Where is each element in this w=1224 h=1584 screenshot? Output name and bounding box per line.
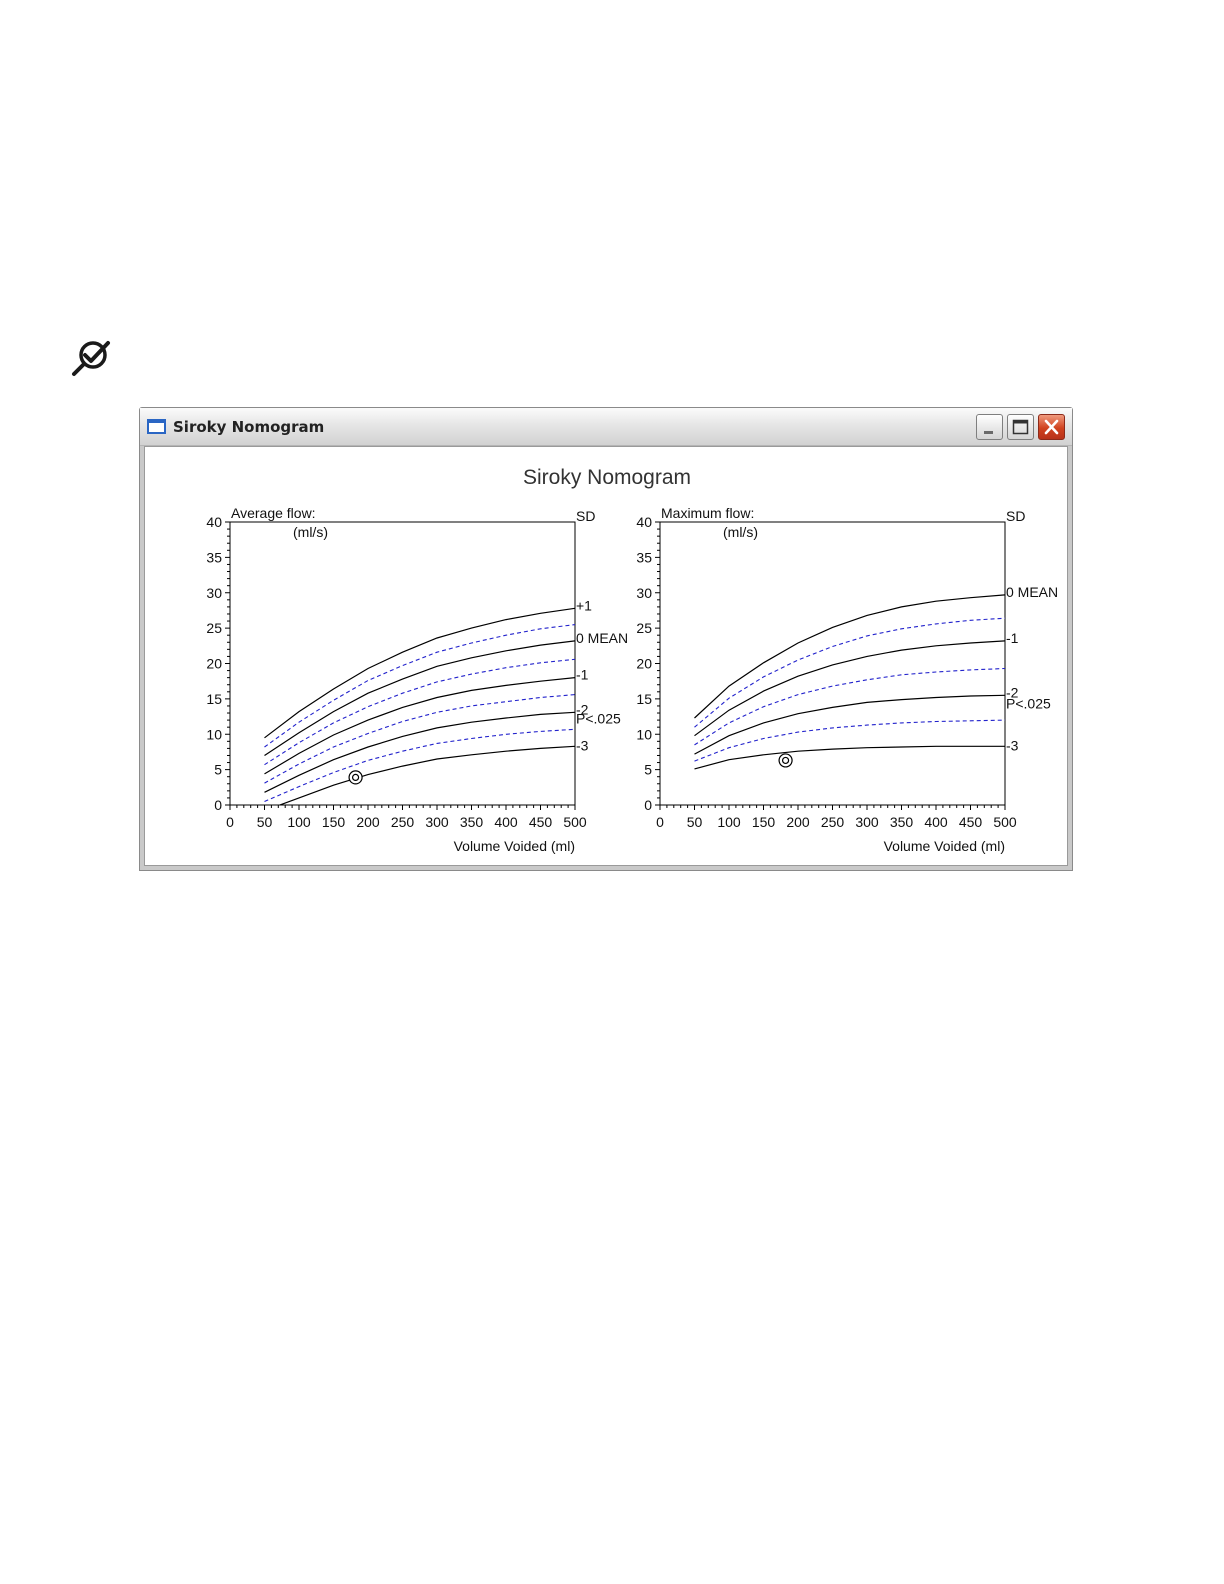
y-tick-label: 5 bbox=[214, 762, 222, 778]
title-bar[interactable]: Siroky Nomogram bbox=[140, 408, 1072, 446]
x-axis-label: Volume Voided (ml) bbox=[454, 838, 575, 854]
sd-extra-label: P<.025 bbox=[1006, 696, 1051, 712]
x-tick-label: 50 bbox=[257, 814, 273, 830]
sd-header-label: SD bbox=[1006, 508, 1025, 524]
dashed-sd-curve bbox=[264, 694, 575, 784]
y-tick-label: 0 bbox=[214, 797, 222, 813]
close-icon bbox=[1044, 419, 1059, 435]
sd-extra-label: -3 bbox=[576, 737, 589, 753]
plot-frame bbox=[229, 521, 576, 806]
x-tick-label: 500 bbox=[563, 814, 587, 830]
x-tick-label: 100 bbox=[717, 814, 741, 830]
x-tick-label: 50 bbox=[687, 814, 703, 830]
x-tick-label: 350 bbox=[890, 814, 914, 830]
x-tick-label: 450 bbox=[959, 814, 983, 830]
maximize-button[interactable] bbox=[1007, 414, 1034, 440]
x-tick-label: 350 bbox=[460, 814, 484, 830]
x-tick-label: 200 bbox=[786, 814, 810, 830]
minimize-button[interactable] bbox=[976, 414, 1003, 440]
x-tick-label: 0 bbox=[226, 814, 234, 830]
sd-curve-label: -1 bbox=[1006, 630, 1019, 646]
y-tick-label: 15 bbox=[636, 691, 652, 707]
y-tick-label: 5 bbox=[644, 762, 652, 778]
x-tick-label: 150 bbox=[322, 814, 346, 830]
sd-curve-label: 0 MEAN bbox=[1006, 584, 1058, 600]
sd-curve-label: +1 bbox=[576, 597, 592, 613]
solid-sd-curve bbox=[264, 677, 575, 775]
patient-marker-outer bbox=[348, 770, 363, 785]
x-tick-label: 400 bbox=[924, 814, 948, 830]
plot-frame bbox=[659, 521, 1006, 806]
x-tick-label: 200 bbox=[356, 814, 380, 830]
solid-sd-curve bbox=[264, 711, 575, 793]
patient-marker-inner bbox=[351, 773, 360, 782]
window-title: Siroky Nomogram bbox=[173, 418, 325, 436]
y-tick-label: 40 bbox=[206, 514, 222, 530]
solid-sd-curve bbox=[278, 745, 575, 805]
y-tick-label: 0 bbox=[644, 797, 652, 813]
close-button[interactable] bbox=[1038, 414, 1065, 440]
y-tick-label: 40 bbox=[636, 514, 652, 530]
solid-sd-curve bbox=[694, 594, 1005, 719]
minimize-icon bbox=[984, 431, 993, 434]
x-tick-label: 150 bbox=[752, 814, 776, 830]
check-magnifier-icon bbox=[70, 338, 114, 378]
dashed-sd-curve bbox=[694, 667, 1005, 746]
y-tick-label: 20 bbox=[206, 656, 222, 672]
y-tick-label: 25 bbox=[206, 620, 222, 636]
x-tick-label: 450 bbox=[529, 814, 553, 830]
dashed-sd-curve bbox=[694, 719, 1005, 762]
x-tick-label: 500 bbox=[993, 814, 1017, 830]
x-tick-label: 0 bbox=[656, 814, 664, 830]
x-axis-label: Volume Voided (ml) bbox=[884, 838, 1005, 854]
x-tick-label: 400 bbox=[494, 814, 518, 830]
y-tick-label: 35 bbox=[206, 549, 222, 565]
sd-extra-label: -3 bbox=[1006, 737, 1019, 753]
chart-title: Average flow: bbox=[231, 505, 316, 521]
sd-curve-label: 0 MEAN bbox=[576, 630, 628, 646]
y-tick-label: 35 bbox=[636, 549, 652, 565]
y-tick-label: 25 bbox=[636, 620, 652, 636]
y-tick-label: 10 bbox=[206, 726, 222, 742]
maximize-icon bbox=[1012, 419, 1029, 435]
y-tick-label: 20 bbox=[636, 656, 652, 672]
window-app-icon bbox=[147, 419, 166, 434]
chart-area: Siroky Nomogram 0 5 10 15 20 25 30 35 40 0 50 100 15… bbox=[144, 446, 1068, 866]
x-tick-label: 100 bbox=[287, 814, 311, 830]
y-axis-label: (ml/s) bbox=[723, 524, 758, 540]
dashed-sd-curve bbox=[264, 728, 575, 803]
chart-main-title: Siroky Nomogram bbox=[522, 466, 692, 489]
patient-marker-outer bbox=[778, 753, 793, 768]
y-axis-label: (ml/s) bbox=[293, 524, 328, 540]
y-tick-label: 15 bbox=[206, 691, 222, 707]
solid-sd-curve bbox=[694, 640, 1005, 737]
dashed-sd-curve bbox=[264, 658, 575, 766]
dashed-sd-curve bbox=[264, 624, 575, 748]
solid-sd-curve bbox=[264, 640, 575, 757]
solid-sd-curve bbox=[694, 745, 1005, 770]
x-tick-label: 300 bbox=[855, 814, 879, 830]
siroky-nomogram-window: Siroky Nomogram Siroky Nomogram 0 5 10 15 20… bbox=[139, 407, 1073, 871]
x-tick-label: 250 bbox=[391, 814, 415, 830]
y-tick-label: 30 bbox=[636, 585, 652, 601]
sd-header-label: SD bbox=[576, 508, 595, 524]
sd-curve-label: -2 bbox=[1006, 684, 1019, 700]
x-tick-label: 250 bbox=[821, 814, 845, 830]
sd-extra-label: P<.025 bbox=[576, 710, 621, 726]
chart-title: Maximum flow: bbox=[661, 505, 754, 521]
sd-curve-label: -2 bbox=[576, 701, 589, 717]
patient-marker-inner bbox=[781, 756, 790, 765]
y-tick-label: 30 bbox=[206, 585, 222, 601]
solid-sd-curve bbox=[694, 694, 1005, 755]
dashed-sd-curve bbox=[694, 617, 1005, 728]
solid-sd-curve bbox=[264, 607, 575, 739]
sd-curve-label: -1 bbox=[576, 667, 589, 683]
y-tick-label: 10 bbox=[636, 726, 652, 742]
x-tick-label: 300 bbox=[425, 814, 449, 830]
